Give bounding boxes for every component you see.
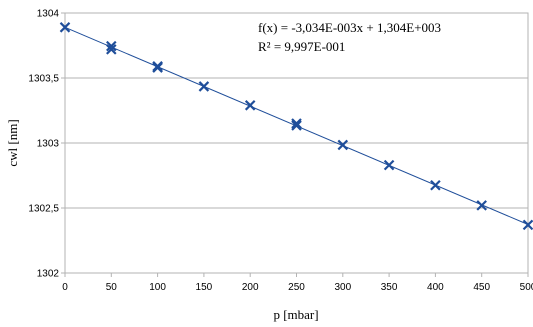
data-point (59, 22, 71, 33)
y-tick-label: 1302 (37, 269, 60, 280)
x-tick-label: 200 (242, 282, 259, 293)
x-axis-ticks: 0 50 100 150 200 250 300 350 400 450 500 (62, 273, 533, 293)
data-point (430, 179, 441, 191)
x-tick-label: 100 (149, 282, 166, 293)
x-tick-label: 50 (106, 282, 118, 293)
y-tick-label: 1304 (37, 9, 60, 20)
y-tick-label: 1303 (37, 139, 60, 150)
data-markers (59, 22, 533, 231)
data-point (106, 44, 117, 55)
data-point (337, 139, 349, 151)
x-tick-label: 150 (196, 282, 213, 293)
data-point (476, 200, 487, 211)
data-point (106, 40, 117, 52)
data-point (383, 159, 395, 171)
y-axis-title: cwl [nm] (5, 119, 20, 166)
x-tick-label: 300 (334, 282, 351, 293)
x-tick-label: 0 (62, 282, 68, 293)
y-tick-label: 1302,5 (28, 204, 59, 215)
x-tick-label: 450 (473, 282, 490, 293)
data-point (198, 81, 210, 92)
x-axis-title: p [mbar] (273, 307, 318, 322)
y-tick-label: 1303,5 (28, 74, 59, 85)
x-tick-label: 250 (288, 282, 305, 293)
data-point (291, 118, 302, 129)
r-squared-label: R² = 9,997E-001 (258, 39, 345, 54)
x-tick-label: 500 (520, 282, 533, 293)
data-point (291, 120, 302, 131)
x-tick-label: 400 (427, 282, 444, 293)
data-point (152, 62, 163, 73)
data-point (522, 219, 533, 231)
regression-equation: f(x) = -3,034E-003x + 1,304E+003 (258, 20, 441, 35)
x-tick-label: 350 (381, 282, 398, 293)
data-point (244, 100, 256, 111)
y-axis-ticks: 1302 1302,5 1303 1303,5 1304 (28, 9, 65, 280)
